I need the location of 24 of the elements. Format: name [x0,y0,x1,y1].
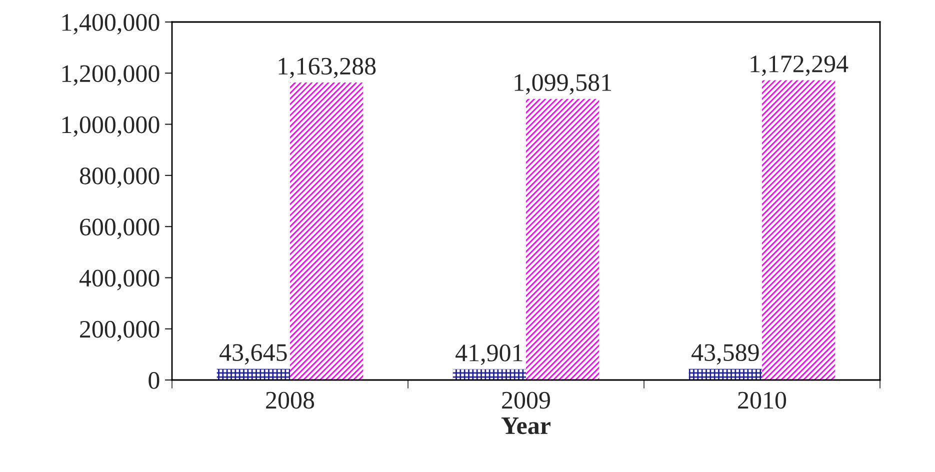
x-axis-title: Year [501,418,550,434]
bar [216,368,290,380]
x-tick-label: 2010 [738,392,786,409]
data-label: 41,901 [456,344,522,366]
y-tick-label: 800,000 [80,167,160,188]
y-tick-label: 1,400,000 [62,14,160,35]
x-tick-label: 2009 [502,392,550,409]
y-tick-label: 600,000 [80,218,160,240]
y-tick-label: 200,000 [80,320,160,342]
y-tick-label: 1,200,000 [62,65,160,86]
y-tick-label: 400,000 [79,270,160,290]
y-tick-label: 0 [148,372,160,389]
bar [688,368,762,380]
bar [762,80,836,380]
y-tick-label: 1,000,000 [62,116,160,137]
bar [452,369,526,380]
x-tick-label: 2008 [266,392,314,409]
data-label: 1,172,294 [750,56,848,76]
data-label: 43,645 [220,344,287,365]
data-label: 1,163,288 [278,58,376,78]
bar [526,98,600,380]
bar [290,82,364,380]
data-label: 43,589 [692,344,759,365]
data-label: 1,099,581 [514,74,612,95]
